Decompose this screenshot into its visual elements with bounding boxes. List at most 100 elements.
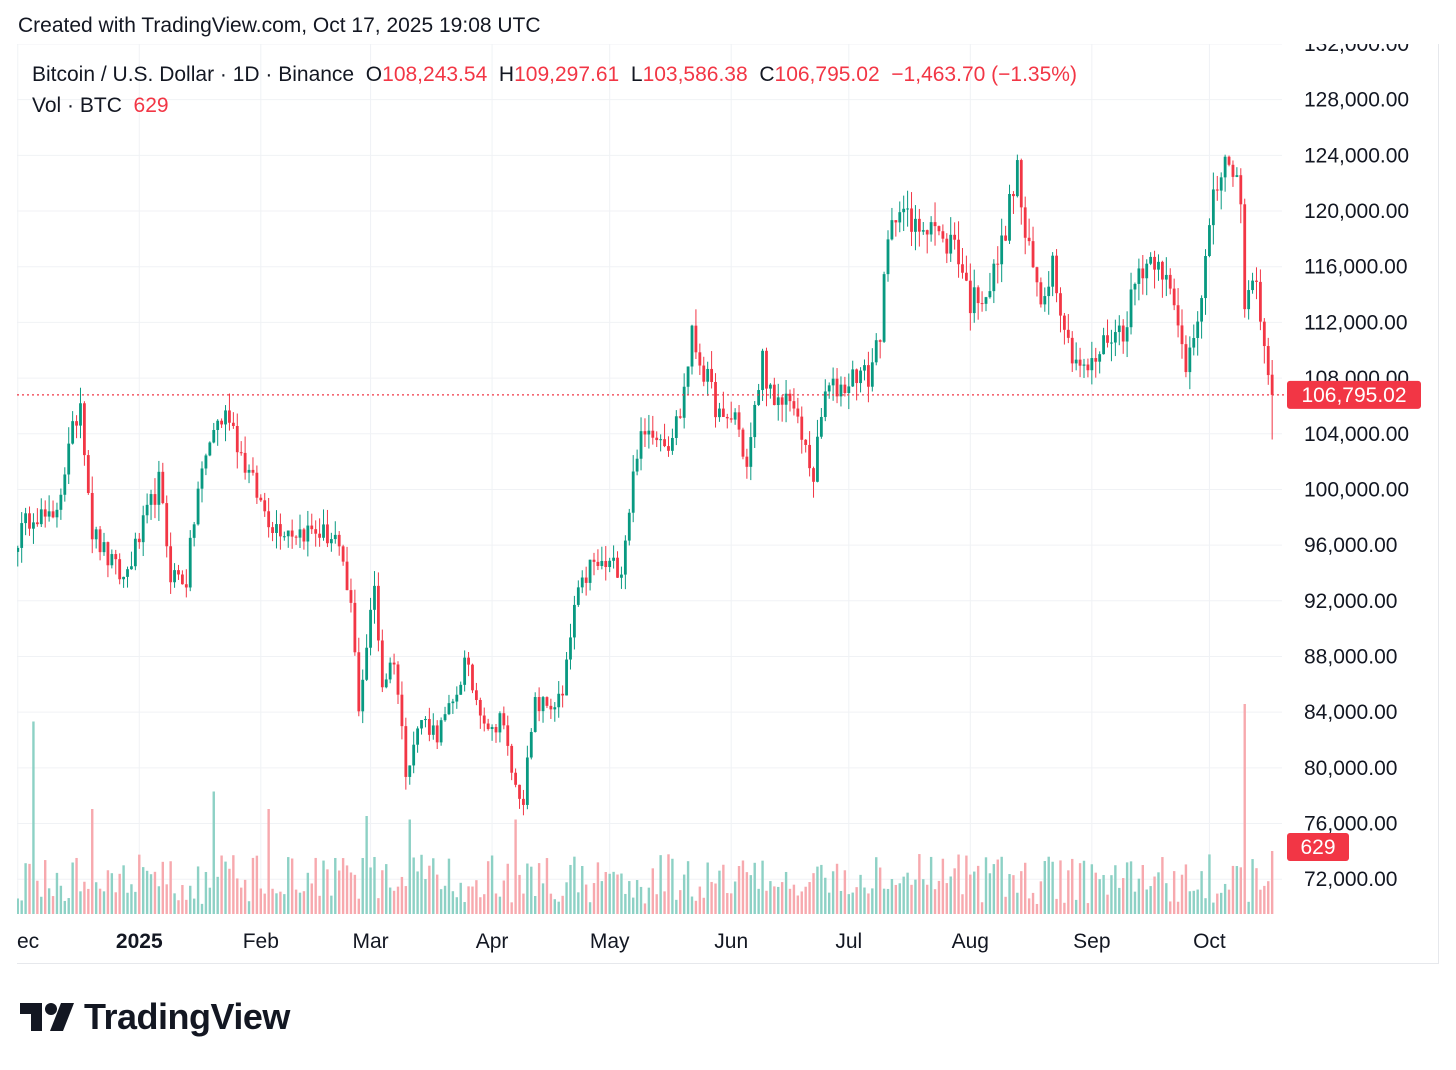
candle-body: [1200, 298, 1203, 322]
candle-body: [878, 340, 882, 342]
volume-bar: [706, 862, 709, 914]
y-tick-label: 116,000.00: [1304, 256, 1408, 279]
volume-bar: [537, 863, 541, 914]
legend-high-label: H: [498, 63, 515, 86]
volume-bar: [549, 893, 553, 914]
volume-bar: [616, 874, 619, 914]
candle-body: [110, 554, 114, 566]
volume-bar: [322, 860, 325, 914]
volume-bar: [1067, 870, 1070, 914]
volume-bar: [271, 888, 274, 914]
candle-body: [972, 287, 976, 314]
volume-bar: [483, 894, 486, 914]
volume-bar: [1145, 889, 1148, 914]
candle-body: [898, 212, 902, 223]
volume-bar: [138, 854, 141, 914]
candle-body: [345, 561, 349, 591]
candle-body: [757, 390, 761, 405]
candle-body: [181, 574, 184, 585]
volume-legend-label[interactable]: Vol · BTC: [32, 94, 122, 117]
candle-body: [427, 718, 431, 735]
volume-bar: [145, 870, 149, 914]
volume-bar: [1039, 881, 1043, 914]
candle-body: [925, 230, 929, 235]
candle-body: [1070, 337, 1074, 364]
volume-bar: [1098, 879, 1101, 914]
volume-bar: [334, 857, 337, 914]
candle-body: [337, 534, 341, 547]
volume-bar: [1208, 854, 1211, 914]
volume-bar: [698, 886, 702, 914]
candle-body: [420, 720, 423, 729]
volume-bar: [871, 888, 874, 914]
candle-body: [784, 393, 788, 405]
candle-body: [388, 662, 392, 680]
candle-body: [1117, 325, 1121, 333]
candle-body: [890, 220, 894, 240]
volume-bar: [937, 880, 941, 914]
candle-body: [279, 524, 282, 537]
volume-bar: [894, 884, 898, 914]
candle-body: [1063, 315, 1066, 330]
candle-body: [231, 422, 235, 426]
candle-body: [976, 287, 980, 304]
volume-bar: [228, 868, 231, 914]
volume-bar: [475, 880, 478, 914]
volume-bar: [192, 898, 196, 914]
volume-bar: [326, 869, 329, 914]
candle-body: [1223, 156, 1227, 178]
candle-body: [584, 577, 588, 583]
legend-change-value: −1,463.70 (−1.35%): [891, 63, 1077, 86]
volume-bar: [722, 864, 725, 914]
volume-bar: [1000, 856, 1003, 914]
candle-body: [557, 693, 561, 708]
volume-bar: [63, 900, 66, 914]
y-tick-label: 76,000.00: [1304, 813, 1397, 836]
volume-bar: [1008, 874, 1011, 914]
volume-bar: [267, 809, 270, 914]
candle-body: [1059, 293, 1062, 316]
volume-bar: [604, 872, 607, 914]
volume-bar: [863, 887, 866, 914]
volume-bar: [416, 871, 419, 914]
chart-canvas[interactable]: 132,000.00 128,000.00 124,000.00 120,000.00…: [17, 44, 1438, 963]
volume-bar: [941, 858, 945, 914]
volume-bar: [929, 856, 933, 914]
candle-body: [682, 386, 686, 418]
candle-body: [961, 264, 964, 273]
volume-bar: [792, 884, 796, 914]
volume-bar: [149, 874, 153, 914]
chart-frame[interactable]: 132,000.00 128,000.00 124,000.00 120,000.00…: [17, 44, 1439, 964]
candle-body: [612, 557, 615, 561]
candle-body: [247, 469, 251, 473]
volume-bar: [882, 888, 886, 914]
volume-bar: [1051, 861, 1054, 914]
volume-bar: [510, 902, 513, 914]
volume-bar: [726, 893, 729, 914]
volume-bar: [373, 856, 376, 914]
candle-body: [620, 574, 623, 578]
y-tick-label: 132,000.00: [1304, 44, 1409, 56]
candle-body: [894, 220, 898, 223]
volume-bar: [514, 819, 517, 914]
volume-bar: [463, 902, 466, 914]
candle-body: [792, 401, 796, 409]
volume-bar: [1110, 875, 1113, 914]
candle-body: [377, 585, 380, 641]
volume-bar: [1012, 875, 1015, 914]
volume-bar: [44, 860, 47, 914]
candle-body: [1180, 325, 1184, 345]
legend-symbol[interactable]: Bitcoin / U.S. Dollar · 1D · Binance: [32, 63, 355, 86]
volume-bar: [647, 887, 651, 914]
candle-body: [122, 576, 125, 580]
tradingview-logo[interactable]: TradingView: [20, 996, 290, 1038]
candle-body: [1113, 332, 1117, 343]
candle-body: [204, 455, 208, 469]
volume-bar: [1004, 896, 1007, 914]
candle-body: [224, 410, 227, 425]
candle-body: [721, 408, 725, 417]
volume-bar: [949, 876, 952, 914]
volume-bar: [1169, 901, 1172, 914]
candle-body: [498, 713, 502, 733]
volume-bar: [255, 855, 259, 914]
